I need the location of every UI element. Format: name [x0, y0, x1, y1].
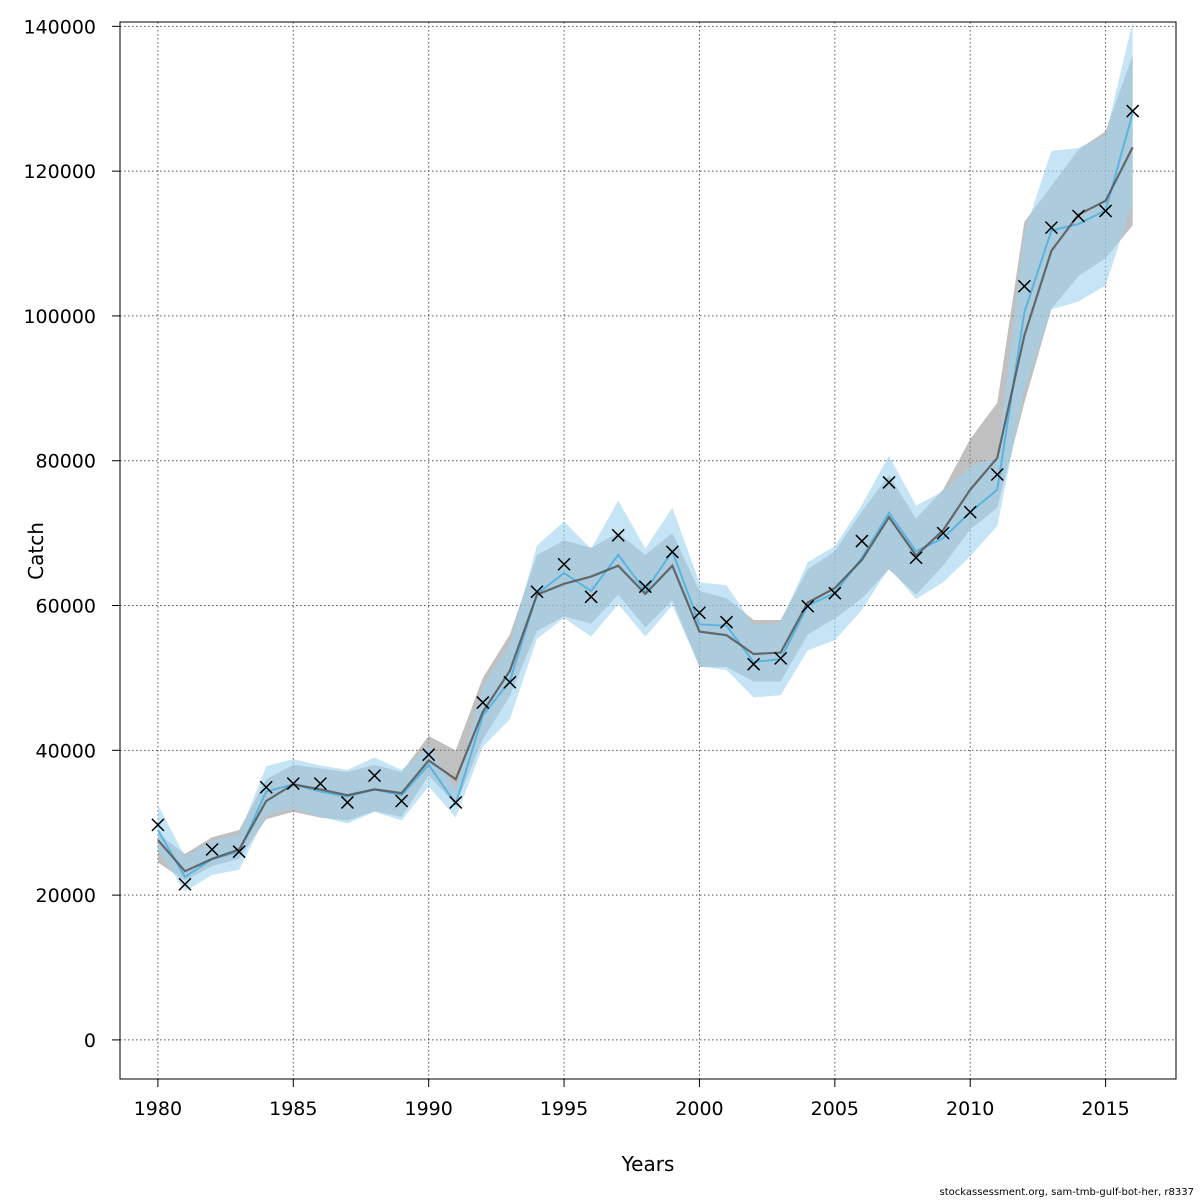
observed-point [151, 818, 165, 832]
observed-point [665, 545, 679, 559]
observed-point [747, 657, 761, 671]
y-tick-label: 40000 [36, 740, 96, 762]
observed-point [1071, 209, 1086, 223]
footer-credit: stockassessment.org, sam-tmb-gulf-bot-he… [939, 1187, 1194, 1198]
x-tick-label: 2015 [1081, 1098, 1129, 1120]
observed-point [936, 526, 950, 540]
observed-point [205, 842, 219, 857]
observed-point [1017, 279, 1031, 293]
observed-point [232, 845, 246, 859]
observed-point [259, 780, 273, 794]
observed-point [990, 467, 1004, 482]
observed-point [638, 580, 652, 594]
model-a-line [157, 146, 1134, 873]
x-tick-label: 2000 [675, 1098, 723, 1120]
observed-point [286, 777, 300, 791]
model-b-band [157, 22, 1133, 892]
y-tick-label: 120000 [23, 161, 96, 183]
x-tick-label: 2005 [811, 1098, 859, 1120]
observed-point [422, 748, 436, 762]
observed-point [882, 475, 896, 489]
y-tick-label: 60000 [36, 596, 96, 618]
y-tick-label: 0 [84, 1030, 96, 1052]
x-axis-label: Years [621, 1152, 675, 1176]
observed-point [855, 534, 869, 548]
observed-point [340, 795, 354, 809]
y-axis-label: Catch [24, 522, 48, 580]
observed-point [801, 599, 815, 613]
observed-point [719, 615, 734, 629]
observed-point [449, 795, 463, 809]
plot-frame [119, 21, 1177, 1080]
observed-point [963, 505, 977, 519]
observed-point [395, 794, 409, 808]
observed-point [503, 675, 517, 689]
y-axis: 0 20000 40000 60000 80000 100000 120000 140000 [23, 16, 120, 1052]
x-tick-label: 1985 [269, 1098, 317, 1120]
y-tick-label: 140000 [23, 16, 96, 38]
observed-point [178, 877, 192, 891]
observed-point [313, 777, 327, 791]
x-tick-label: 1990 [404, 1098, 452, 1120]
y-tick-label: 80000 [36, 451, 96, 473]
x-tick-label: 1995 [540, 1098, 588, 1120]
observed-point [367, 769, 382, 783]
observed-point [774, 651, 788, 665]
observed-points [151, 104, 1140, 891]
observed-point [557, 557, 571, 571]
x-tick-label: 1980 [134, 1098, 182, 1120]
y-tick-label: 20000 [36, 885, 96, 907]
observed-point [692, 606, 706, 620]
observed-point [828, 586, 842, 600]
observed-point [1099, 204, 1113, 218]
y-tick-label: 100000 [23, 306, 96, 328]
observed-point [611, 528, 625, 542]
observed-point [1126, 104, 1140, 118]
observed-point [530, 585, 544, 599]
observed-point [584, 590, 598, 604]
observed-point [1044, 221, 1058, 235]
confidence-bands [157, 22, 1133, 892]
observed-point [909, 551, 923, 565]
x-tick-label: 2010 [946, 1098, 994, 1120]
x-axis: 1980 1985 1990 1995 2000 2005 2010 2015 [134, 1079, 1130, 1120]
observed-point [476, 696, 490, 710]
